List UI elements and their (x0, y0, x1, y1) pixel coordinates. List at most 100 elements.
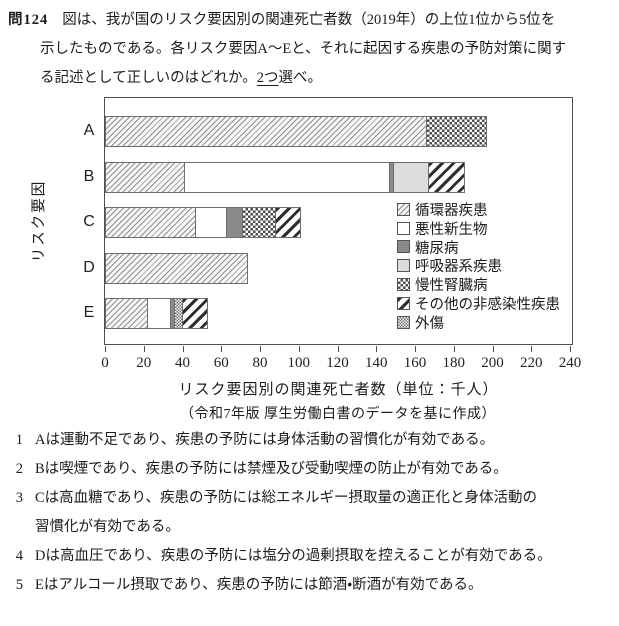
legend-label: 糖尿病 (415, 240, 459, 257)
legend-label: 循環器疾患 (415, 202, 488, 219)
select-count-underlined: 2つ (256, 70, 279, 86)
x-axis-tick-180 (453, 346, 455, 352)
bar-segment-B-その他の非感染性疾患 (427, 162, 465, 192)
x-axis-tick-label-240: 240 (558, 355, 582, 371)
x-axis-tick-120 (337, 346, 339, 352)
legend-swatch-icon (397, 259, 410, 273)
bar-segment-C-その他の非感染性疾患 (274, 208, 300, 237)
legend-swatch-icon (397, 315, 410, 329)
stacked-bar-A (105, 116, 487, 147)
bar-segment-D-循環器疾患 (106, 253, 248, 283)
category-label-E: E (83, 304, 95, 321)
x-axis-tick-label-60: 60 (213, 355, 229, 371)
option-5-number: 5 (15, 577, 23, 593)
option-2-number: 2 (15, 461, 23, 477)
bar-segment-E-その他の非感染性疾患 (181, 299, 207, 328)
x-axis-tick-label-220: 220 (520, 355, 543, 371)
bar-segment-E-悪性新生物 (146, 299, 170, 328)
legend-swatch-icon (397, 296, 410, 310)
question-block: 問124 図は、我が国のリスク要因別の関連死亡者数（2019年）の上位1位から5位… (8, 6, 613, 93)
category-label-B: B (83, 167, 95, 185)
bar-segment-C-糖尿病 (226, 208, 242, 237)
legend-swatch-icon (397, 202, 410, 216)
category-label-C: C (83, 213, 95, 230)
legend-item-悪性新生物: 悪性新生物 (397, 219, 560, 238)
legend-item-循環器疾患: 循環器疾患 (397, 200, 560, 219)
bar-segment-B-悪性新生物 (183, 162, 389, 192)
plot-area: A B C D E 0 20 40 60 80 100 120 140 160 180 200 220 240 循環… (83, 97, 581, 371)
option-4: 4 Dは高血圧であり、疾患の予防には塩分の過剰摂取を控えることが有効である。 (0, 542, 619, 571)
stacked-bar-E (105, 298, 208, 329)
legend-label: 呼吸器系疾患 (415, 259, 502, 276)
option-5-text: Eはアルコール摂取であり、疾患の予防には節酒・断酒が有効である。 (35, 577, 483, 593)
bar-segment-B-循環器疾患 (106, 162, 184, 192)
bar-segment-A-慢性腎臓病 (425, 117, 486, 146)
legend-item-糖尿病: 糖尿病 (397, 238, 560, 257)
x-axis-tick-240 (570, 346, 571, 352)
question-line-3-pre: る記述として正しいのはどれか。 (40, 70, 257, 86)
option-4-text: Dは高血圧であり、疾患の予防には塩分の過剰摂取を控えることが有効である。 (35, 548, 552, 564)
option-1-text: Aは運動不足であり、疾患の予防には身体活動の習慣化が有効である。 (35, 432, 495, 448)
category-label-D: D (83, 258, 95, 276)
bar-segment-E-糖尿病 (169, 299, 174, 328)
option-2: 2 Bは喫煙であり、疾患の予防には禁煙及び受動喫煙の防止が有効である。 (0, 455, 619, 484)
option-2-text: Bは喫煙であり、疾患の予防には禁煙及び受動喫煙の防止が有効である。 (35, 461, 508, 477)
bar-segment-B-糖尿病 (388, 162, 393, 192)
stacked-bar-C (105, 207, 301, 238)
x-axis-tick-label-120: 120 (326, 355, 349, 371)
option-3-line-2: 習慣化が有効である。 (35, 519, 180, 535)
question-line-3: る記述として正しいのはどれか。2つ選べ。 (8, 64, 613, 93)
legend-label: 悪性新生物 (415, 221, 488, 238)
category-label-A: A (83, 122, 95, 139)
legend-label: 外傷 (415, 315, 444, 332)
x-axis-tick-220 (531, 346, 533, 352)
option-3-line-1: Cは高血糖であり、疾患の予防には総エネルギー摂取量の適正化と身体活動の (35, 490, 537, 506)
x-axis-tick-20 (143, 346, 145, 352)
stacked-bar-D (105, 252, 249, 284)
option-4-number: 4 (15, 548, 23, 564)
bar-segment-C-悪性新生物 (195, 208, 227, 237)
bar-segment-B-呼吸器系疾患 (392, 162, 428, 192)
bar-segment-E-外傷 (173, 299, 182, 328)
y-axis-label: リスク要因 (31, 179, 48, 263)
legend-item-その他の非感染性疾患: その他の非感染性疾患 (397, 294, 560, 313)
question-line-1: 問124 図は、我が国のリスク要因別の関連死亡者数（2019年）の上位1位から5位… (8, 6, 613, 35)
legend-label: その他の非感染性疾患 (415, 296, 560, 313)
question-line-1-text: 図は、我が国のリスク要因別の関連死亡者数（2019年）の上位1位から5位を (62, 12, 556, 28)
x-axis-tick-label-40: 40 (175, 355, 190, 371)
x-axis-tick-label-100: 100 (287, 355, 311, 371)
stacked-bar-B (105, 161, 466, 193)
legend-item-呼吸器系疾患: 呼吸器系疾患 (397, 256, 560, 275)
bar-segment-C-慢性腎臓病 (241, 208, 275, 237)
x-axis-tick-label-80: 80 (252, 355, 268, 371)
option-3-text: Cは高血糖であり、疾患の予防には総エネルギー摂取量の適正化と身体活動の 習慣化が… (23, 484, 537, 542)
legend-item-慢性腎臓病: 慢性腎臓病 (397, 275, 560, 294)
legend-label: 慢性腎臓病 (415, 278, 488, 295)
option-1-number: 1 (15, 432, 23, 448)
x-axis-tick-label-200: 200 (481, 355, 504, 371)
x-axis-tick-80 (260, 346, 261, 352)
x-axis-tick-100 (298, 346, 300, 352)
option-1: 1 Aは運動不足であり、疾患の予防には身体活動の習慣化が有効である。 (0, 426, 619, 455)
x-axis-tick-label-20: 20 (136, 355, 152, 371)
x-axis-tick-label-0: 0 (101, 355, 109, 371)
legend-swatch-icon (397, 240, 410, 254)
x-axis-tick-160 (415, 346, 416, 352)
x-axis-tick-label-140: 140 (365, 355, 388, 371)
x-axis-tick-140 (376, 346, 378, 352)
question-line-3-post: 選べ。 (278, 70, 323, 86)
source-note: （令和7年版 厚生労働白書のデータを基に作成） (180, 407, 496, 422)
option-3: 3 Cは高血糖であり、疾患の予防には総エネルギー摂取量の適正化と身体活動の 習慣… (0, 484, 619, 542)
x-axis-tick-label-180: 180 (442, 355, 466, 371)
option-3-number: 3 (15, 490, 23, 506)
legend-swatch-icon (397, 278, 410, 292)
bar-segment-C-循環器疾患 (106, 208, 196, 237)
x-axis-tick-label-160: 160 (403, 355, 427, 371)
bar-segment-A-循環器疾患 (106, 117, 426, 146)
x-axis-tick-60 (221, 346, 223, 352)
x-axis-tick-0 (105, 346, 106, 352)
x-axis-caption: リスク要因別の関連死亡者数（単位：千人） (178, 382, 499, 398)
legend-swatch-icon (397, 221, 410, 235)
chart-legend: 循環器疾患悪性新生物糖尿病呼吸器系疾患 慢性腎臓病 その他の非感染性疾患 外傷 (397, 200, 560, 332)
question-line-2: 示したものである。各リスク要因A～Eと、それに起因する疾患の予防対策に関す (40, 41, 567, 57)
